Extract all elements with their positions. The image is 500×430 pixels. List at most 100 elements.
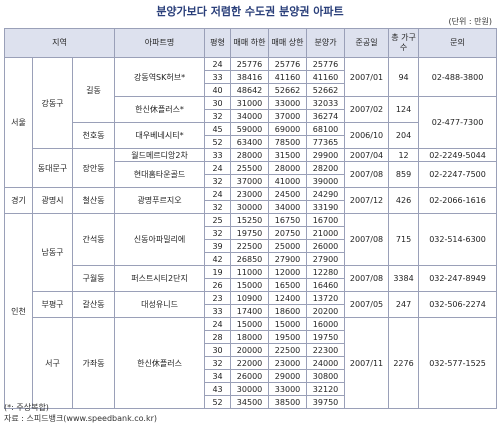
households-cell: 204 <box>388 122 420 149</box>
high-price-cell: 15000 <box>268 317 308 331</box>
sale-price-cell: 32033 <box>306 96 346 110</box>
date-cell: 2007/12 <box>344 187 390 214</box>
date-cell: 2007/11 <box>344 317 390 409</box>
dong-cell: 구월동 <box>71 265 116 292</box>
sale-price-cell: 41160 <box>306 70 346 84</box>
district-cell: 동대문구 <box>32 148 73 188</box>
households-cell: 124 <box>388 96 420 123</box>
dong-cell: 장안동 <box>71 148 116 188</box>
date-cell: 2007/04 <box>344 148 390 162</box>
high-price-cell: 18600 <box>268 304 308 318</box>
sale-price-cell: 36274 <box>306 109 346 123</box>
title: 분양가보다 저렴한 수도권 분양권 아파트 <box>156 5 344 18</box>
size-cell: 33 <box>204 70 232 84</box>
table-row: 39 22500 25000 26000 <box>5 239 497 253</box>
apt-name-cell: 퍼스트시티2단지 <box>114 265 206 292</box>
table-row: 인천 남동구 간석동 신동아파밀리에 25 15250 16750 16700 2007/08 7… <box>4 213 498 409</box>
low-price-cell: 25500 <box>230 161 270 175</box>
high-price-cell: 12400 <box>268 291 308 305</box>
sale-price-cell: 19750 <box>306 330 346 344</box>
low-price-cell: 38416 <box>230 70 270 84</box>
footnote: 자료 : 스피드뱅크(www.speedbank.co.kr) <box>4 414 157 423</box>
date-cell: 2007/08 <box>344 161 390 188</box>
sale-price-cell: 39000 <box>306 174 346 188</box>
sale-price-cell: 16700 <box>306 213 346 227</box>
dong-cell: 가좌동 <box>71 317 116 409</box>
high-price-cell: 31500 <box>268 148 308 162</box>
low-price-cell: 15000 <box>230 317 270 331</box>
district-cell: 서구 <box>32 317 73 409</box>
table-row: 32 37000 41000 39000 <box>5 174 497 188</box>
date-cell: 2007/05 <box>344 291 390 318</box>
high-price-cell: 22500 <box>268 343 308 357</box>
table-row: 부평구 갈산동 대성유니드 23 10900 12400 13720 2007/05 247 03… <box>5 291 498 318</box>
households-cell: 426 <box>388 187 420 214</box>
table-body: 서울 강동구 길동 강동역SK허브* 24 25776 25776 25776 2007/01 9… <box>4 57 498 409</box>
table-row: 52 34500 38500 39750 <box>5 395 497 409</box>
header-cell: 매매 하한 <box>230 28 270 58</box>
size-cell: 32 <box>204 356 232 370</box>
high-price-cell: 29000 <box>268 369 308 383</box>
high-price-cell: 37000 <box>268 109 308 123</box>
dong-cell: 간석동 <box>71 213 116 266</box>
apt-name-cell: 월드메르디앙2차 <box>114 148 206 162</box>
apt-name-cell: 강동역SK허브* <box>114 57 206 97</box>
table-row: 구월동 퍼스트시티2단지 19 11000 12000 12280 2007/08 3384 0… <box>5 265 498 292</box>
header-row: 지역 아파트명 평형 매매 하한 매매 상한 분양가 준공일 총 가구수 문의 <box>3 28 498 58</box>
sale-price-cell: 30800 <box>306 369 346 383</box>
low-price-cell: 15000 <box>230 278 270 292</box>
sale-price-cell: 68100 <box>306 122 346 136</box>
contact-cell: 032-577-1525 <box>418 317 498 409</box>
price-table: 지역 아파트명 평형 매매 하한 매매 상한 분양가 준공일 총 가구수 문의 … <box>3 28 498 409</box>
contact-cell: 032-247-8949 <box>418 265 498 292</box>
high-price-cell: 38500 <box>268 395 308 409</box>
date-cell: 2007/02 <box>344 96 390 123</box>
header-cell: 평형 <box>204 28 232 58</box>
date-cell: 2007/08 <box>344 213 390 266</box>
district-cell: 강동구 <box>32 57 73 149</box>
header-cell: 문의 <box>418 28 498 58</box>
low-price-cell: 10900 <box>230 291 270 305</box>
header-cell: 매매 상한 <box>268 28 308 58</box>
size-cell: 24 <box>204 187 232 201</box>
region-cell: 서울 <box>4 57 33 188</box>
high-price-cell: 23000 <box>268 356 308 370</box>
table-row: 52 63400 78500 77365 <box>5 135 497 149</box>
size-cell: 34 <box>204 369 232 383</box>
low-price-cell: 37000 <box>230 174 270 188</box>
footnote: (*: 주상복합) <box>4 403 49 412</box>
table-row: 천호동 대우베네시티* 45 59000 69000 68100 2006/10 204 <box>5 122 497 149</box>
households-cell: 3384 <box>388 265 420 292</box>
table-row: 43 30000 33000 32120 <box>5 382 497 396</box>
sale-price-cell: 21000 <box>306 226 346 240</box>
dong-cell: 천호동 <box>71 122 116 149</box>
contact-cell: 032-514-6300 <box>418 213 498 266</box>
low-price-cell: 15250 <box>230 213 270 227</box>
table-row: 경기 광명시 철산동 광명푸르지오 24 23000 24500 24290 2007/12 42… <box>4 187 498 214</box>
sale-price-cell: 29900 <box>306 148 346 162</box>
dong-cell: 철산동 <box>71 187 116 214</box>
sale-price-cell: 52662 <box>306 83 346 97</box>
sale-price-cell: 26000 <box>306 239 346 253</box>
apt-name-cell: 현대홈타운골드 <box>114 161 206 188</box>
contact-cell: 02-488-3800 <box>418 57 498 97</box>
header-cell: 분양가 <box>306 28 346 58</box>
sale-price-cell: 22300 <box>306 343 346 357</box>
households-cell: 94 <box>388 57 420 97</box>
apt-name-cell: 광명푸르지오 <box>114 187 206 214</box>
size-cell: 30 <box>204 96 232 110</box>
high-price-cell: 25000 <box>268 239 308 253</box>
contact-cell: 02-2249-5044 <box>418 148 498 162</box>
high-price-cell: 41000 <box>268 174 308 188</box>
size-cell: 30 <box>204 343 232 357</box>
high-price-cell: 69000 <box>268 122 308 136</box>
size-cell: 33 <box>204 304 232 318</box>
sale-price-cell: 16460 <box>306 278 346 292</box>
dong-cell: 길동 <box>71 57 116 123</box>
high-price-cell: 16500 <box>268 278 308 292</box>
contact-cell: 02-2247-7500 <box>418 161 498 188</box>
high-price-cell: 33000 <box>268 96 308 110</box>
size-cell: 32 <box>204 109 232 123</box>
table-row: 서구 가좌동 한신休플러스 24 15000 15000 16000 2007/11 2276 0… <box>5 317 498 409</box>
